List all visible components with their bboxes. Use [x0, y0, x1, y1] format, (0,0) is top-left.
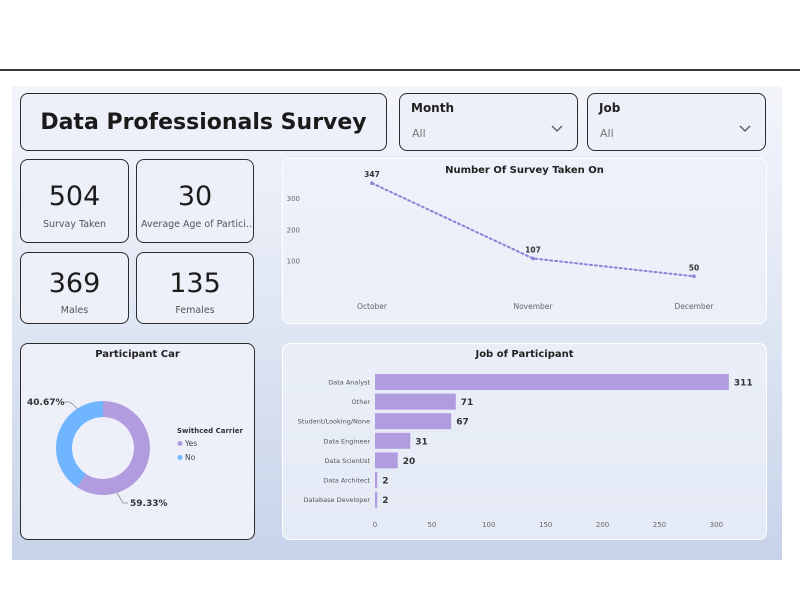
- month-filter-value: All: [412, 127, 426, 140]
- job-filter-label: Job: [599, 101, 621, 115]
- bar: [375, 374, 729, 390]
- donut-slice-yes: [76, 401, 150, 495]
- kpi-value: 369: [48, 268, 101, 299]
- x-tick-label: December: [675, 302, 715, 311]
- chevron-down-icon[interactable]: [550, 122, 564, 136]
- x-tick-label: 300: [710, 521, 723, 529]
- line-chart-title: Number Of Survey Taken On: [445, 165, 604, 176]
- donut-slice-no: [56, 401, 103, 488]
- y-category-label: Data Engineer: [323, 437, 370, 445]
- legend-swatch: [177, 441, 183, 446]
- chevron-down-icon[interactable]: [738, 122, 752, 136]
- kpi-value: 504: [48, 181, 101, 212]
- slice-percent-label: 40.67%: [27, 398, 65, 408]
- bar-value-label: 71: [461, 398, 474, 408]
- legend-label: No: [185, 453, 196, 462]
- top-border-line: [0, 69, 800, 71]
- y-category-label: Data Analyst: [328, 379, 370, 387]
- bar: [375, 491, 378, 508]
- y-category-label: Data Scientist: [325, 457, 371, 465]
- bar: [375, 472, 378, 488]
- kpi-caption: Average Age of Partici...: [141, 219, 253, 230]
- data-point: [692, 274, 696, 279]
- data-point: [531, 256, 535, 261]
- x-tick-label: 150: [539, 521, 552, 529]
- data-point: [370, 181, 374, 186]
- data-label: 107: [525, 245, 541, 254]
- y-tick-label: 300: [287, 195, 300, 203]
- y-tick-label: 100: [287, 258, 300, 266]
- bar-value-label: 67: [456, 418, 469, 428]
- bar-chart-title: Job of Participant: [475, 349, 574, 360]
- x-tick-label: 0: [373, 521, 377, 529]
- legend-label: Yes: [184, 439, 197, 448]
- kpi-caption: Survay Taken: [42, 219, 107, 230]
- bar-value-label: 2: [382, 477, 388, 487]
- leader-line: [62, 401, 79, 410]
- x-tick-label: 200: [596, 521, 609, 529]
- title-card: Data Professionals Survey: [20, 93, 387, 151]
- bar: [375, 393, 456, 410]
- x-tick-label: 250: [653, 521, 666, 529]
- kpi-card-average-age: 30 Average Age of Partici...: [136, 159, 254, 243]
- kpi-value: 135: [169, 268, 221, 299]
- kpi-caption: Females: [175, 305, 215, 316]
- month-filter[interactable]: Month All: [399, 93, 578, 151]
- bar: [375, 432, 411, 449]
- leader-line: [116, 492, 128, 504]
- x-tick-label: 100: [482, 521, 495, 529]
- survey-trend-panel: Number Of Survey Taken On: [282, 158, 767, 324]
- x-tick-label: November: [513, 302, 553, 311]
- series-line: [371, 182, 695, 278]
- bar-value-label: 31: [415, 437, 428, 447]
- kpi-value: 30: [177, 181, 213, 212]
- kpi-card-females: 135 Females: [136, 252, 254, 324]
- y-category-label: Data Architect: [323, 477, 370, 485]
- job-filter-value: All: [600, 127, 614, 140]
- bar: [375, 452, 398, 469]
- slice-percent-label: 59.33%: [130, 499, 168, 509]
- legend-title: Swithced Carrier: [177, 427, 243, 435]
- participant-car-donut: 59.33% 40.67% Swithced Carrier Yes No: [27, 398, 243, 509]
- survey-line-chart: 100 200 300 October November December 347 107 50: [287, 170, 715, 311]
- x-tick-label: 50: [427, 521, 436, 529]
- legend-swatch: [177, 455, 183, 460]
- month-filter-label: Month: [411, 101, 455, 115]
- kpi-caption: Males: [60, 305, 89, 316]
- y-category-label: Database Developer: [303, 496, 370, 504]
- job-bar-chart: Data Analyst 311 Other 71 Student/Looking/No…: [298, 374, 753, 529]
- bar-value-label: 20: [403, 457, 416, 467]
- bar: [375, 413, 452, 430]
- page-title: Data Professionals Survey: [40, 109, 367, 135]
- job-filter[interactable]: Job All: [587, 93, 766, 151]
- y-category-label: Other: [352, 398, 371, 406]
- kpi-card-males: 369 Males: [20, 252, 129, 324]
- bar-value-label: 2: [382, 496, 388, 506]
- donut-chart-title: Participant Car: [95, 349, 180, 360]
- y-tick-label: 200: [287, 226, 300, 234]
- bar-value-label: 311: [734, 379, 753, 389]
- x-tick-label: October: [357, 302, 388, 311]
- data-label: 50: [689, 263, 699, 272]
- kpi-card-surveys: 504 Survay Taken: [20, 159, 129, 243]
- data-label: 347: [364, 170, 380, 179]
- y-category-label: Student/Looking/None: [298, 418, 370, 426]
